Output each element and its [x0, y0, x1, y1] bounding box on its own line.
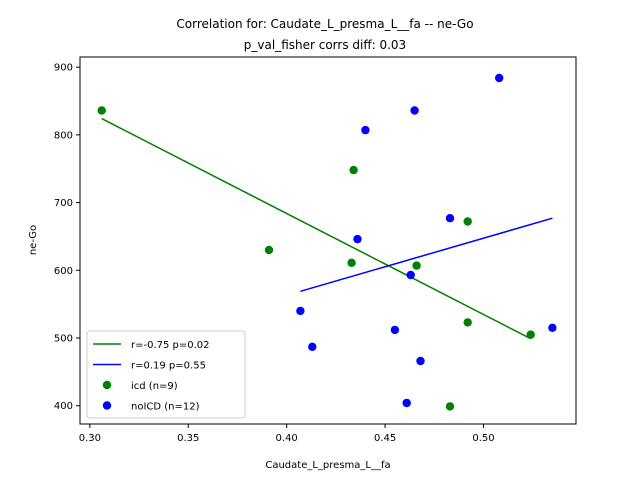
plot-frame — [79, 56, 577, 425]
legend-dot-marker — [102, 380, 112, 390]
data-point-0 — [526, 330, 535, 339]
y-tick-label: 700 — [54, 198, 73, 209]
x-axis-label: Caudate_L_presma_L__fa — [265, 460, 390, 471]
data-point-0 — [347, 258, 356, 267]
data-point-1 — [406, 270, 415, 280]
data-point-1 — [495, 73, 504, 83]
data-point-1 — [402, 398, 411, 408]
data-point-0 — [463, 217, 472, 226]
data-point-1 — [445, 214, 455, 223]
x-tick-label: 0.40 — [276, 433, 298, 444]
legend-entry-label: r=-0.75 p=0.02 — [131, 340, 210, 351]
x-tick-label: 0.45 — [374, 433, 396, 444]
data-point-1 — [390, 325, 400, 335]
fit-line-2 — [101, 117, 532, 340]
legend-dot-marker — [102, 401, 112, 410]
legend-entry-label: icd (n=9) — [131, 381, 178, 392]
legend-box — [86, 330, 246, 419]
x-tick-label: 0.50 — [472, 433, 494, 444]
chart-subtitle: p_val_fisher corrs diff: 0.03 — [244, 38, 406, 52]
x-axis: 0.30 0.35 0.40 0.45 0.50 — [79, 424, 495, 444]
data-point-1 — [410, 106, 419, 115]
data-point-0 — [349, 165, 358, 175]
data-point-0 — [412, 261, 421, 270]
fit-line-3 — [300, 217, 553, 293]
y-axis-label: ne-Go — [28, 225, 39, 255]
data-point-1 — [296, 306, 305, 316]
data-point-1 — [416, 356, 425, 366]
data-point-0 — [445, 402, 455, 411]
y-axis: 400 500 600 700 800 900 — [54, 63, 80, 412]
chart-title: Correlation for: Caudate_L_presma_L__fa … — [176, 17, 473, 31]
legend-entry-label: noICD (n=12) — [131, 402, 200, 413]
x-tick-label: 0.35 — [177, 433, 199, 444]
y-tick-label: 800 — [54, 130, 73, 141]
x-tick-label: 0.30 — [79, 433, 101, 444]
y-tick-label: 400 — [54, 401, 73, 412]
data-point-0 — [264, 245, 274, 255]
y-tick-label: 500 — [54, 334, 73, 345]
legend-entry-label: r=0.19 p=0.55 — [131, 361, 206, 372]
data-point-0 — [463, 318, 472, 327]
data-point-1 — [548, 323, 557, 332]
data-point-1 — [353, 234, 362, 244]
plot-area — [97, 73, 557, 411]
y-tick-label: 600 — [54, 266, 73, 277]
y-tick-label: 900 — [54, 63, 73, 74]
data-point-0 — [97, 106, 106, 115]
data-point-1 — [361, 125, 370, 135]
data-point-1 — [308, 342, 317, 351]
legend: r=-0.75 p=0.02 r=0.19 p=0.55 icd (n=9) noIC… — [86, 330, 246, 419]
